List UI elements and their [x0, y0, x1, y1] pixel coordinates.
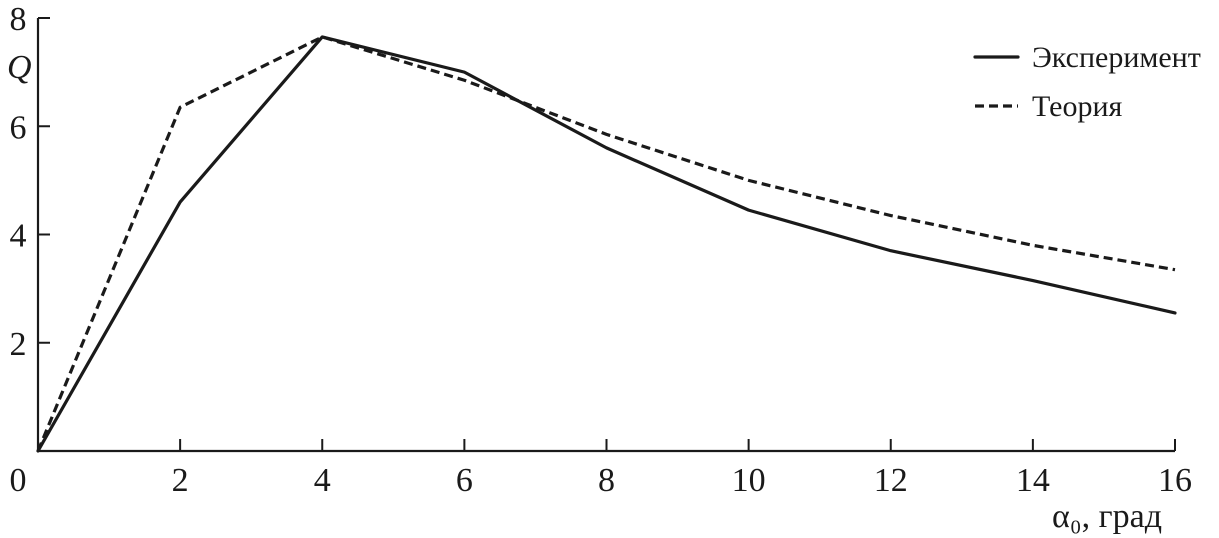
y-tick-label: 4: [10, 218, 27, 255]
x-axis-label: α₀, град: [1052, 498, 1162, 535]
legend-label-experiment: Эксперимент: [1032, 41, 1201, 74]
y-tick-label: 8: [10, 1, 27, 38]
axes: [36, 18, 1175, 453]
series-group: [36, 35, 1177, 453]
x-tick-label: 14: [1016, 462, 1050, 499]
series-line-experiment: [36, 35, 1177, 453]
x-tick-label: 8: [598, 462, 615, 499]
legend: Эксперимент Теория: [973, 41, 1201, 123]
x-tick-label: 16: [1158, 462, 1192, 499]
ticks: [38, 17, 1176, 451]
legend-label-theory: Теория: [1032, 90, 1123, 123]
y-axis-label: Q: [7, 49, 32, 86]
x-tick-label: 0: [10, 462, 27, 499]
tick-labels: 0 2 4 6 8 10 12 14 16 2 4 6 8: [10, 1, 1193, 499]
y-tick-label: 2: [10, 326, 27, 363]
y-tick-label: 6: [10, 109, 27, 146]
series-line-theory: [36, 35, 1176, 452]
x-tick-label: 2: [172, 462, 189, 499]
x-tick-label: 10: [732, 462, 766, 499]
x-tick-label: 12: [874, 462, 908, 499]
x-tick-label: 4: [314, 462, 331, 499]
x-tick-label: 6: [456, 462, 473, 499]
